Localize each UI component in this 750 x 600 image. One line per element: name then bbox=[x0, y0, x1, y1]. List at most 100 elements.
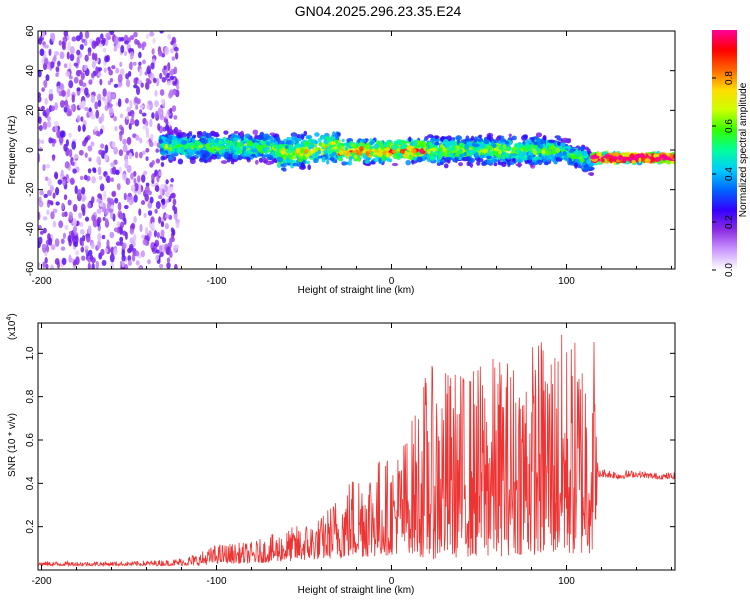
spectrogram-cell bbox=[164, 46, 170, 55]
spectrogram-cell bbox=[104, 144, 109, 154]
spectrogram-cell bbox=[487, 134, 492, 139]
spectrogram-cell bbox=[41, 244, 47, 249]
spectrogram-cell bbox=[159, 151, 166, 155]
spectrogram-cell bbox=[77, 188, 82, 198]
snr-multiplier-close: ) bbox=[7, 313, 18, 316]
spectrogram-cell bbox=[96, 198, 102, 203]
spectrogram-cell bbox=[66, 178, 71, 183]
colorbar-label: Normalized spectral amplitude bbox=[738, 82, 749, 217]
spectrogram-cell bbox=[76, 87, 81, 92]
spectrogram-cell bbox=[435, 135, 439, 140]
spectrogram-cell bbox=[61, 89, 66, 97]
spectrogram-cell bbox=[353, 154, 358, 159]
spectrogram-cell bbox=[134, 119, 140, 127]
spectrogram-cell bbox=[47, 116, 52, 122]
spectrogram-cell bbox=[103, 47, 107, 53]
spectrogram-cell bbox=[71, 161, 75, 166]
spectrogram-cell bbox=[75, 256, 80, 266]
spectrogram-cell bbox=[72, 168, 77, 174]
spectrogram-cell bbox=[156, 77, 160, 87]
spectrogram-cell bbox=[360, 138, 367, 143]
spectrogram-cell bbox=[654, 156, 661, 162]
spectrogram-cell bbox=[97, 72, 102, 77]
spectrogram-cell bbox=[105, 32, 111, 38]
spectrogram-cell bbox=[393, 140, 398, 145]
spectrogram-cell bbox=[153, 230, 158, 238]
spectrogram-cell bbox=[233, 137, 239, 142]
spectrogram-cell bbox=[412, 141, 418, 146]
spectrogram-cell bbox=[614, 151, 619, 158]
spectrogram-cell bbox=[139, 68, 143, 77]
spectrogram-cell bbox=[88, 79, 93, 85]
spectrogram-cell bbox=[159, 72, 163, 80]
spectrogram-cell bbox=[141, 44, 145, 51]
spectrogram-cell bbox=[291, 135, 297, 140]
spectrogram-cell bbox=[176, 84, 180, 90]
spectrogram-x-label: Height of straight line (km) bbox=[298, 285, 415, 296]
spectrogram-cell bbox=[531, 137, 535, 143]
spectrogram-cell bbox=[69, 177, 75, 185]
spectrogram-cell bbox=[97, 93, 102, 102]
spectrogram-cell bbox=[133, 77, 138, 85]
spectrogram-cell bbox=[550, 144, 556, 151]
spectrogram-cell bbox=[455, 135, 463, 141]
spectrogram-cell bbox=[337, 142, 342, 146]
spectrogram-cell bbox=[140, 200, 146, 206]
spectrogram-cell bbox=[427, 148, 431, 155]
spectrogram-cell bbox=[97, 99, 102, 108]
spectrogram-cell bbox=[365, 150, 370, 157]
spectrogram-cell bbox=[38, 124, 43, 132]
spectrogram-cell bbox=[166, 262, 171, 269]
spectrogram-cell bbox=[73, 76, 79, 84]
spectrogram-cell bbox=[568, 149, 574, 154]
spectrogram-cell bbox=[68, 80, 74, 89]
spectrogram-cell bbox=[618, 155, 622, 161]
spectrogram-cell bbox=[285, 139, 293, 145]
spectrogram-cell bbox=[96, 156, 101, 164]
spectrogram-cell bbox=[132, 233, 137, 242]
spectrogram-cell bbox=[214, 137, 219, 144]
spectrogram-cell bbox=[279, 148, 284, 152]
spectrogram-cell bbox=[119, 113, 124, 119]
spectrogram-cell bbox=[391, 162, 399, 167]
spectrogram-cell bbox=[140, 174, 146, 183]
spectrogram-cell bbox=[139, 137, 143, 144]
spectrogram-cell bbox=[38, 236, 43, 245]
spectrogram-cell bbox=[152, 37, 156, 44]
spectrogram-cell bbox=[332, 131, 336, 138]
spectrogram-cell bbox=[291, 151, 296, 156]
spectrogram-cell bbox=[556, 152, 563, 158]
spectrogram-cell bbox=[541, 149, 546, 155]
spectrogram-cell bbox=[63, 194, 68, 201]
spectrogram-cell bbox=[475, 147, 481, 151]
spectrogram-cell bbox=[580, 159, 585, 163]
spectrogram-cell bbox=[165, 179, 169, 185]
spectrogram-cell bbox=[249, 156, 254, 160]
spectrogram-cell bbox=[84, 106, 89, 111]
spectrogram-cell bbox=[54, 238, 60, 247]
spectrogram-cell bbox=[64, 99, 69, 108]
spectrogram-cell bbox=[138, 51, 142, 59]
spectrogram-cell bbox=[282, 162, 287, 168]
spectrogram-cell bbox=[172, 198, 177, 206]
spectrogram-cell bbox=[569, 155, 577, 159]
spectrogram-cell bbox=[115, 169, 120, 175]
spectrogram-cell bbox=[300, 142, 305, 148]
spectrogram-cell bbox=[377, 140, 384, 145]
spectrogram-cell bbox=[80, 116, 84, 122]
spectrogram-cell bbox=[79, 228, 85, 235]
spectrogram-cell bbox=[74, 185, 78, 195]
spectrogram-cell bbox=[585, 165, 590, 171]
spectrogram-cell bbox=[351, 143, 356, 148]
spectrogram-cell bbox=[147, 100, 153, 105]
spectrogram-cell bbox=[169, 251, 173, 259]
spectrogram-cell bbox=[38, 95, 42, 103]
spectrogram-cell bbox=[38, 138, 41, 144]
spectrogram-cell bbox=[488, 146, 493, 151]
spectrogram-cell bbox=[84, 152, 88, 158]
spectrogram-cell bbox=[44, 176, 49, 181]
spectrogram-cell bbox=[458, 142, 465, 148]
snr-multiplier-base: (x10 bbox=[7, 320, 18, 340]
spectrogram-cell bbox=[81, 235, 86, 242]
spectrogram-cell bbox=[85, 234, 91, 243]
